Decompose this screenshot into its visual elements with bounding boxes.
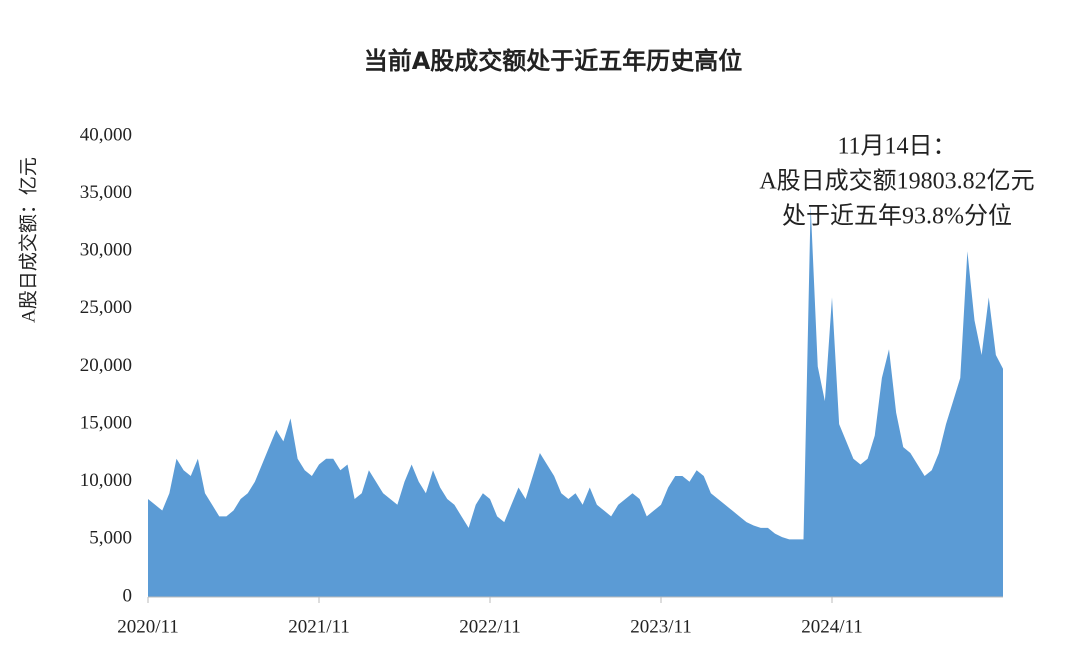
y-tick-label: 15,000 <box>80 412 132 433</box>
y-tick-label: 5,000 <box>89 528 132 549</box>
annotation: 11月14日： <box>837 134 956 160</box>
area <box>148 205 1003 597</box>
y-tick-label: 30,000 <box>80 240 132 261</box>
y-tick-label: 25,000 <box>80 297 132 318</box>
x-tick-label: 2022/11 <box>459 616 521 637</box>
annotation: A股日成交额19803.82亿元 <box>759 168 1034 195</box>
y-tick-label: 0 <box>123 585 133 606</box>
y-tick-label: 10,000 <box>80 470 132 491</box>
x-tick-label: 2021/11 <box>288 616 350 637</box>
x-tick-label: 2024/11 <box>801 616 863 637</box>
x-tick-label: 2023/11 <box>630 616 692 637</box>
y-tick-label: 35,000 <box>80 182 132 203</box>
annotation: 处于近五年93.8%分位 <box>782 203 1012 230</box>
y-tick-label: 20,000 <box>80 355 132 376</box>
y-axis-label: A股日成交额：亿元 <box>17 157 39 323</box>
chart-title: 当前A股成交额处于近五年历史高位 <box>364 47 743 75</box>
y-tick-label: 40,000 <box>80 124 132 145</box>
x-tick-label: 2020/11 <box>117 616 179 637</box>
